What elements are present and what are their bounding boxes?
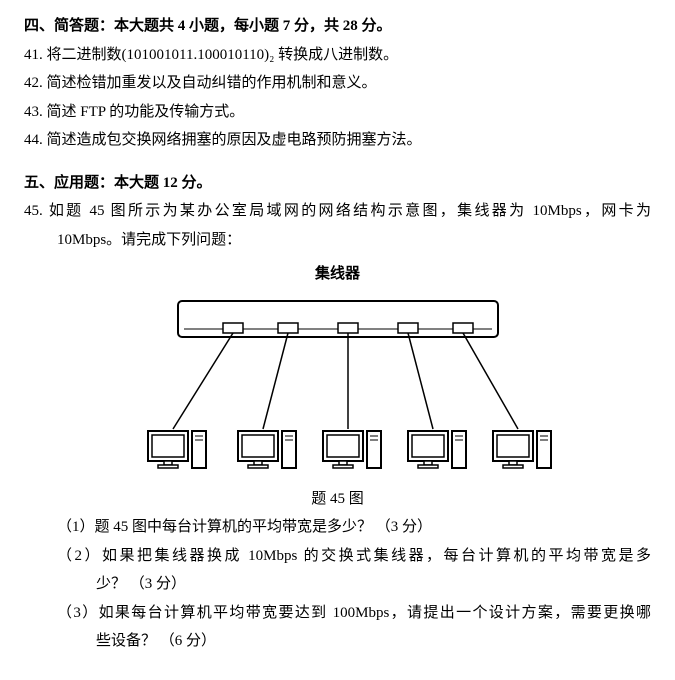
section-header-4: 四、简答题：本大题共 4 小题，每小题 7 分，共 28 分。: [24, 12, 651, 41]
question-45-3-line2: 些设备？ （6 分）: [24, 627, 651, 656]
question-45-1: （1）题 45 图中每台计算机的平均带宽是多少？ （3 分）: [24, 513, 651, 542]
question-41: 41. 将二进制数(101001011.100010110)₂ 转换成八进制数。: [24, 41, 651, 70]
question-45-line1: 45. 如题 45 图所示为某办公室局域网的网络结构示意图，集线器为 10Mbp…: [24, 197, 651, 226]
question-44: 44. 简述造成包交换网络拥塞的原因及虚电路预防拥塞方法。: [24, 126, 651, 155]
figure-caption: 题 45 图: [24, 485, 651, 514]
question-42: 42. 简述检错加重发以及自动纠错的作用机制和意义。: [24, 69, 651, 98]
section-header-5: 五、应用题：本大题 12 分。: [24, 169, 651, 198]
question-45-2-line1: （2）如果把集线器换成 10Mbps 的交换式集线器，每台计算机的平均带宽是多: [24, 542, 651, 571]
question-45-3-line1: （3）如果每台计算机平均带宽要达到 100Mbps，请提出一个设计方案，需要更换…: [24, 599, 651, 628]
network-diagram: [123, 291, 553, 481]
figure-label-hub: 集线器: [24, 260, 651, 289]
question-45-line2: 10Mbps。请完成下列问题：: [24, 226, 651, 255]
question-43: 43. 简述 FTP 的功能及传输方式。: [24, 98, 651, 127]
figure-45: 集线器: [24, 260, 651, 481]
question-45-2-line2: 少？ （3 分）: [24, 570, 651, 599]
